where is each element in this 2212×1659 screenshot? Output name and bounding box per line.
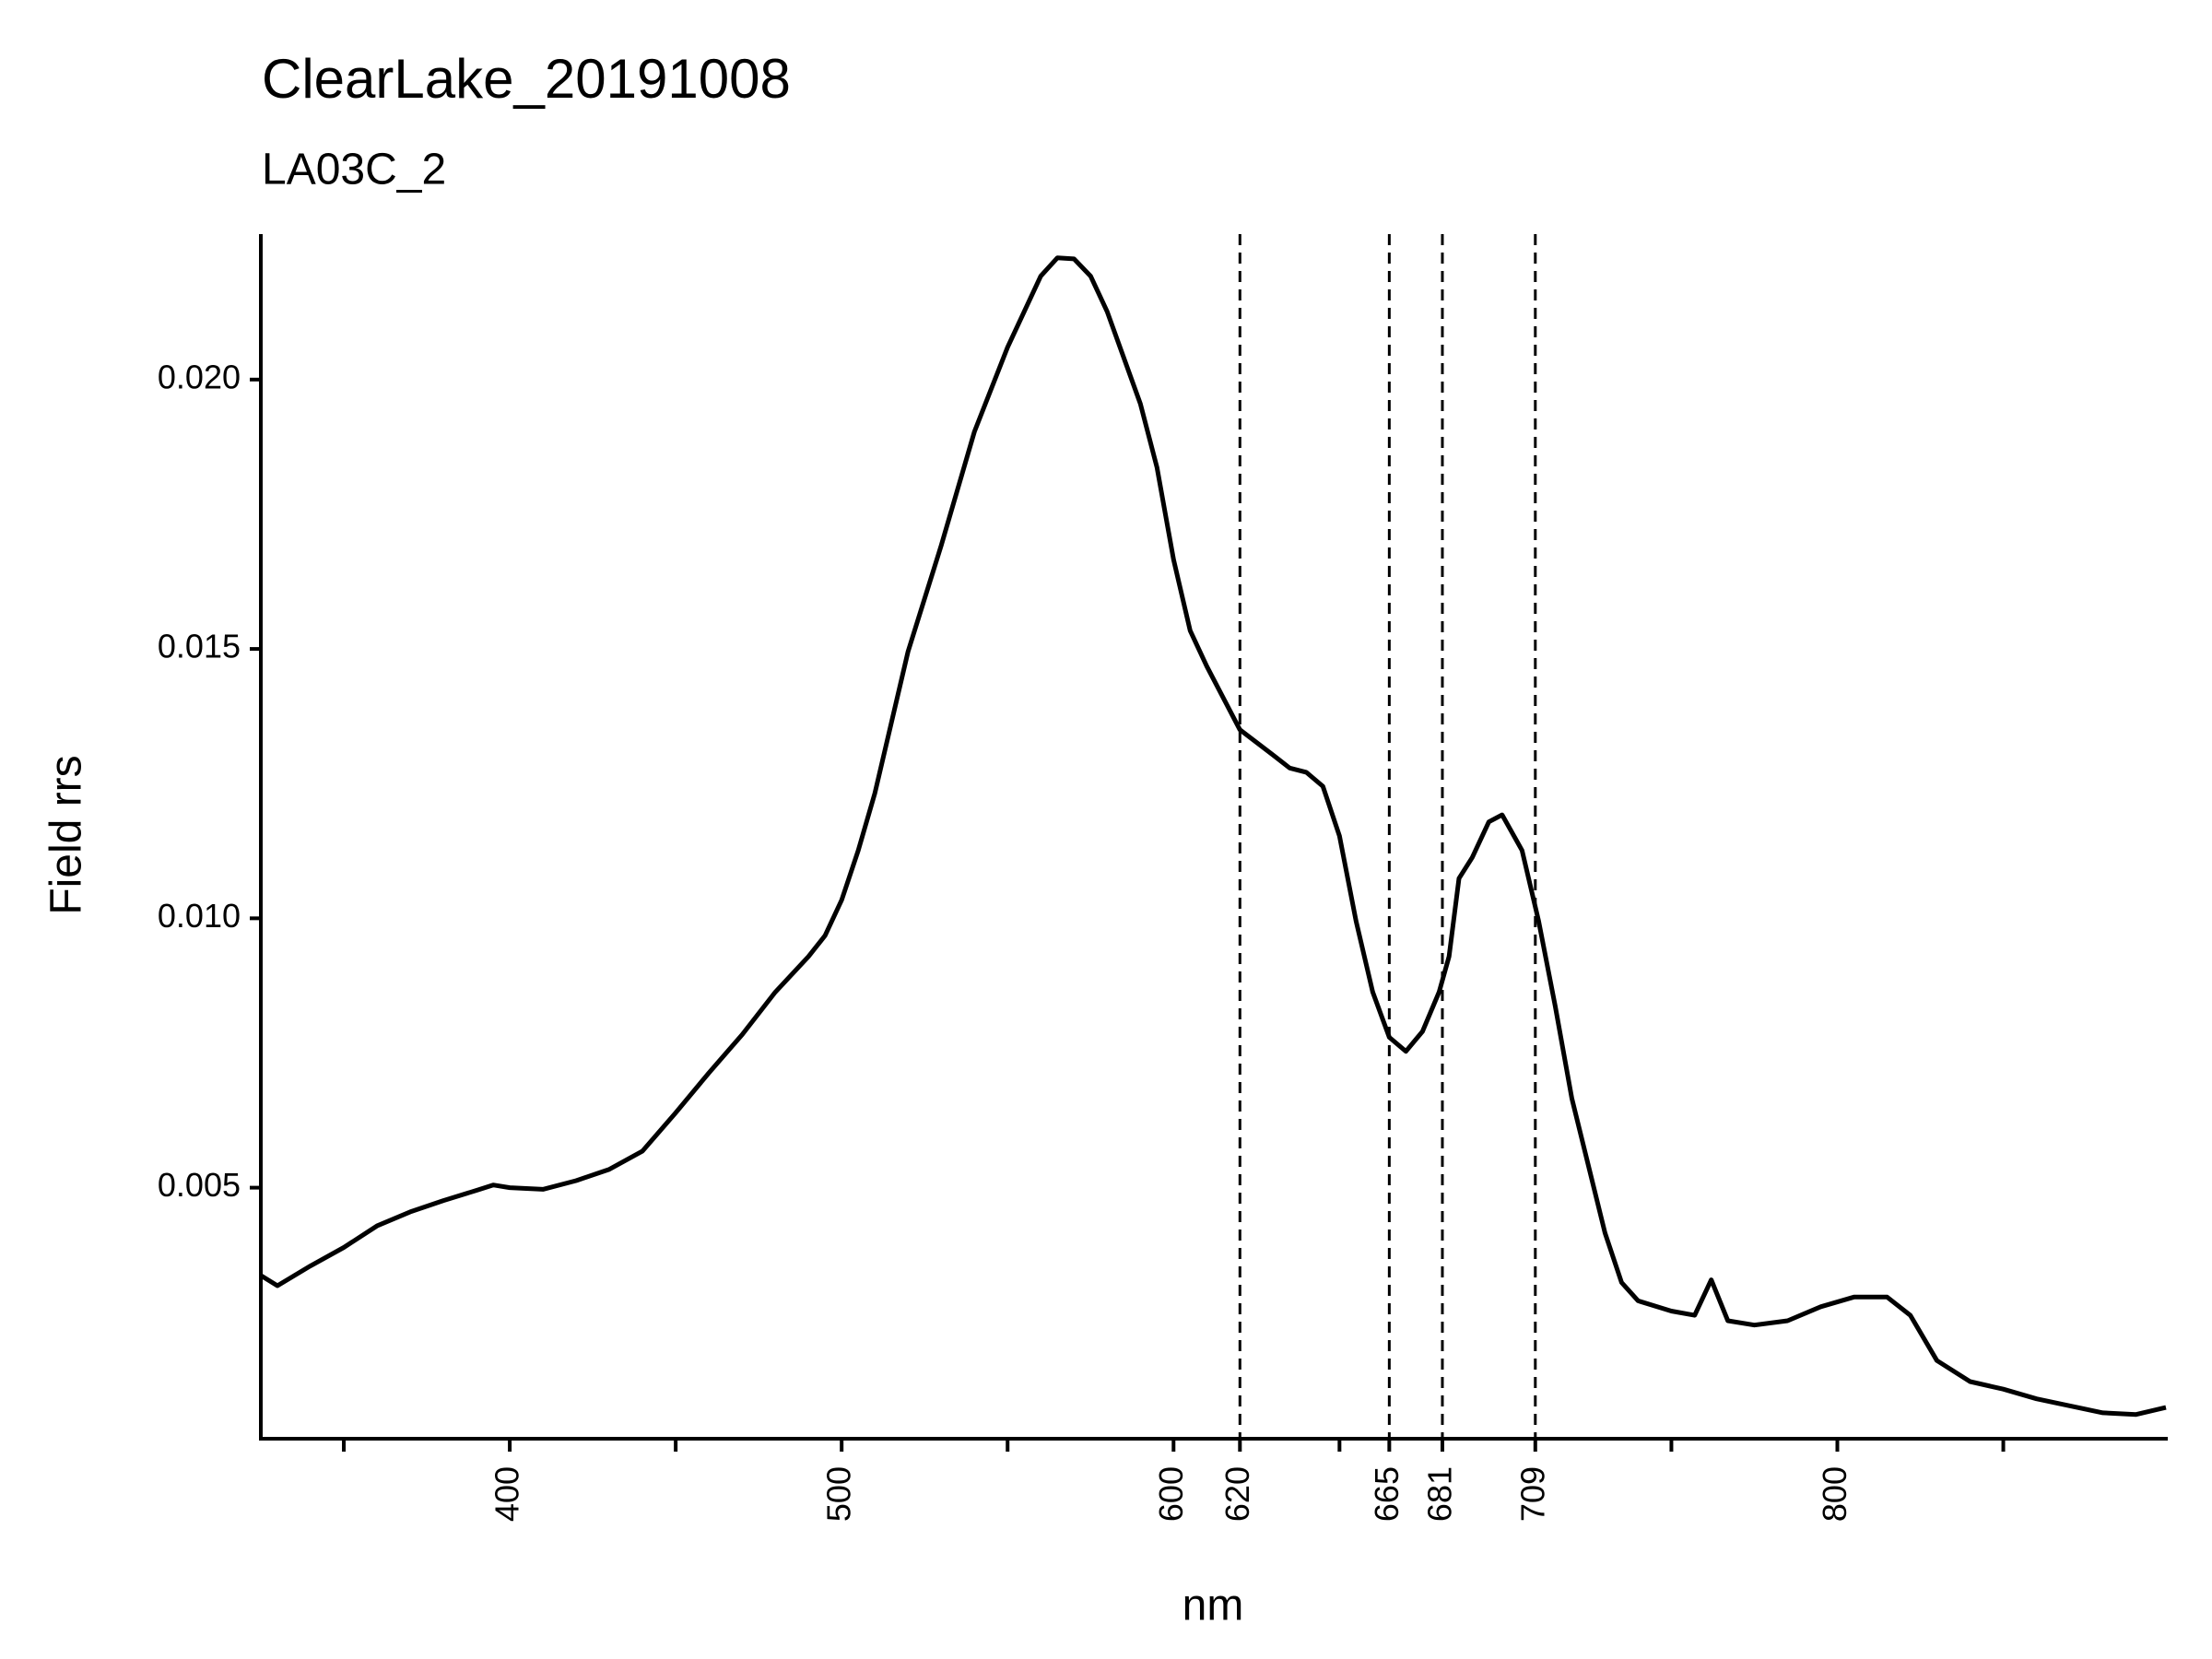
x-tick-label: 620 [1218, 1466, 1256, 1522]
y-tick-label: 0.020 [158, 358, 241, 395]
x-axis-label: nm [1182, 1582, 1244, 1630]
y-tick-label: 0.005 [158, 1166, 241, 1204]
x-tick-label: 709 [1513, 1466, 1551, 1522]
y-tick-label: 0.010 [158, 897, 241, 935]
chart-title: ClearLake_20191008 [262, 48, 791, 110]
x-tick-label: 665 [1368, 1466, 1406, 1522]
y-tick-label: 0.015 [158, 628, 241, 665]
x-tick-label: 600 [1152, 1466, 1190, 1522]
y-axis-label: Field rrs [42, 755, 91, 914]
data-line [259, 255, 2167, 1418]
chart-subtitle: LA03C_2 [262, 146, 446, 194]
x-tick-label: 400 [488, 1466, 526, 1522]
x-tick-label: 800 [1816, 1466, 1853, 1522]
x-tick-label: 500 [820, 1466, 858, 1522]
x-tick-label: 681 [1420, 1466, 1458, 1522]
